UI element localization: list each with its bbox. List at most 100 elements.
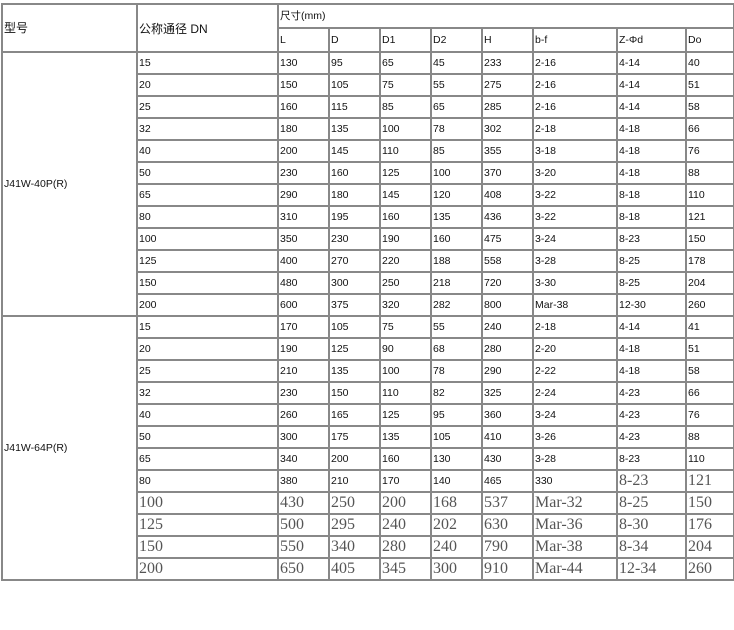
dimension-cell: Mar-36 bbox=[532, 513, 618, 537]
dn-cell: 150 bbox=[136, 535, 279, 559]
dimension-cell: 110 bbox=[379, 381, 432, 405]
dimension-cell: 250 bbox=[328, 491, 381, 515]
column-header-b-f: b-f bbox=[532, 27, 618, 53]
dimension-cell: 135 bbox=[379, 425, 432, 449]
dimension-cell: 910 bbox=[481, 557, 534, 581]
table-row: 40 260 165 125 95 360 3-24 4-23 76 bbox=[2, 403, 734, 427]
dimension-cell: 8-18 bbox=[616, 205, 687, 229]
dimension-cell: 130 bbox=[277, 51, 330, 75]
table-row: 80 310 195 160 135 436 3-22 8-18 121 bbox=[2, 205, 734, 229]
dimension-cell: 65 bbox=[430, 95, 483, 119]
dimension-cell: 630 bbox=[481, 513, 534, 537]
dimension-cell: 345 bbox=[379, 557, 432, 581]
dimension-cell: 160 bbox=[379, 205, 432, 229]
dimension-cell: 465 bbox=[481, 469, 534, 493]
dimension-cell: 233 bbox=[481, 51, 534, 75]
dimension-cell: 720 bbox=[481, 271, 534, 295]
dimension-cell: 41 bbox=[685, 315, 734, 339]
dn-cell: 25 bbox=[136, 95, 279, 119]
dn-cell: 50 bbox=[136, 161, 279, 185]
table-row: 20 150 105 75 55 275 2-16 4-14 51 bbox=[2, 73, 734, 97]
dimension-cell: 300 bbox=[328, 271, 381, 295]
dn-cell: 65 bbox=[136, 447, 279, 471]
dimension-cell: 51 bbox=[685, 73, 734, 97]
dimension-cell: 120 bbox=[430, 183, 483, 207]
dimension-cell: 85 bbox=[379, 95, 432, 119]
table-row: 125 500 295 240 202 630 Mar-36 8-30 176 bbox=[2, 513, 734, 537]
dimension-cell: 76 bbox=[685, 139, 734, 163]
dimension-cell: 558 bbox=[481, 249, 534, 273]
dimension-cell: 218 bbox=[430, 271, 483, 295]
dimension-cell: 110 bbox=[685, 183, 734, 207]
dimension-cell: 125 bbox=[328, 337, 381, 361]
column-header-d1: D1 bbox=[379, 27, 432, 53]
table-row: 40 200 145 110 85 355 3-18 4-18 76 bbox=[2, 139, 734, 163]
dimension-cell: 2-18 bbox=[532, 315, 618, 339]
dimension-cell: 190 bbox=[379, 227, 432, 251]
dimension-cell: 76 bbox=[685, 403, 734, 427]
dimension-cell: 300 bbox=[277, 425, 330, 449]
dimension-cell: 8-25 bbox=[616, 249, 687, 273]
dimension-cell: 3-22 bbox=[532, 183, 618, 207]
table-row: 20 190 125 90 68 280 2-20 4-18 51 bbox=[2, 337, 734, 361]
dimension-cell: 290 bbox=[481, 359, 534, 383]
dimension-cell: 4-14 bbox=[616, 315, 687, 339]
dimension-cell: 58 bbox=[685, 359, 734, 383]
dimension-cell: 2-24 bbox=[532, 381, 618, 405]
dimension-cell: 250 bbox=[379, 271, 432, 295]
dimension-cell: 4-18 bbox=[616, 161, 687, 185]
dimension-cell: 4-18 bbox=[616, 359, 687, 383]
dimension-cell: 66 bbox=[685, 381, 734, 405]
column-header-do: Do bbox=[685, 27, 734, 53]
dimension-cell: 275 bbox=[481, 73, 534, 97]
dimension-cell: 4-14 bbox=[616, 73, 687, 97]
table-row: 32 230 150 110 82 325 2-24 4-23 66 bbox=[2, 381, 734, 405]
dimension-cell: 88 bbox=[685, 425, 734, 449]
dimension-cell: 350 bbox=[277, 227, 330, 251]
dimension-cell: 2-22 bbox=[532, 359, 618, 383]
dimension-cell: 3-24 bbox=[532, 227, 618, 251]
dimension-cell: 200 bbox=[379, 491, 432, 515]
dimension-cell: 190 bbox=[277, 337, 330, 361]
table-row: 65 340 200 160 130 430 3-28 8-23 110 bbox=[2, 447, 734, 471]
dimension-cell: 650 bbox=[277, 557, 330, 581]
dimension-cell: 600 bbox=[277, 293, 330, 317]
dimension-cell: 95 bbox=[328, 51, 381, 75]
table-row: 25 210 135 100 78 290 2-22 4-18 58 bbox=[2, 359, 734, 383]
dimension-cell: 340 bbox=[277, 447, 330, 471]
dimension-cell: 2-16 bbox=[532, 73, 618, 97]
dimension-cell: 325 bbox=[481, 381, 534, 405]
dimension-cell: 135 bbox=[328, 117, 381, 141]
dimension-cell: 500 bbox=[277, 513, 330, 537]
dimension-cell: 330 bbox=[532, 469, 618, 493]
dn-cell: 25 bbox=[136, 359, 279, 383]
dimension-cell: 115 bbox=[328, 95, 381, 119]
dimension-cell: 210 bbox=[277, 359, 330, 383]
dimension-cell: 8-23 bbox=[616, 447, 687, 471]
dimension-cell: 240 bbox=[379, 513, 432, 537]
dn-cell: 32 bbox=[136, 381, 279, 405]
dimension-cell: 110 bbox=[379, 139, 432, 163]
column-header-l: L bbox=[277, 27, 330, 53]
dimension-cell: 3-22 bbox=[532, 205, 618, 229]
dimension-cell: 550 bbox=[277, 535, 330, 559]
dimension-cell: 135 bbox=[430, 205, 483, 229]
table-row: 200 650 405 345 300 910 Mar-44 12-34 260 bbox=[2, 557, 734, 581]
dimension-cell: 8-23 bbox=[616, 469, 687, 493]
table-row: 150 550 340 280 240 790 Mar-38 8-34 204 bbox=[2, 535, 734, 559]
dimension-cell: 200 bbox=[277, 139, 330, 163]
dimension-cell: 3-26 bbox=[532, 425, 618, 449]
dimension-cell: 230 bbox=[328, 227, 381, 251]
table-row: 50 300 175 135 105 410 3-26 4-23 88 bbox=[2, 425, 734, 449]
dimension-cell: 8-30 bbox=[616, 513, 687, 537]
dimension-cell: 145 bbox=[328, 139, 381, 163]
dimension-cell: 150 bbox=[328, 381, 381, 405]
dimension-cell: 4-14 bbox=[616, 95, 687, 119]
dimension-cell: 4-23 bbox=[616, 403, 687, 427]
table-row: 125 400 270 220 188 558 3-28 8-25 178 bbox=[2, 249, 734, 273]
dimension-cell: 400 bbox=[277, 249, 330, 273]
dn-cell: 15 bbox=[136, 315, 279, 339]
dimension-cell: 188 bbox=[430, 249, 483, 273]
dimension-cell: 220 bbox=[379, 249, 432, 273]
dimension-cell: 480 bbox=[277, 271, 330, 295]
